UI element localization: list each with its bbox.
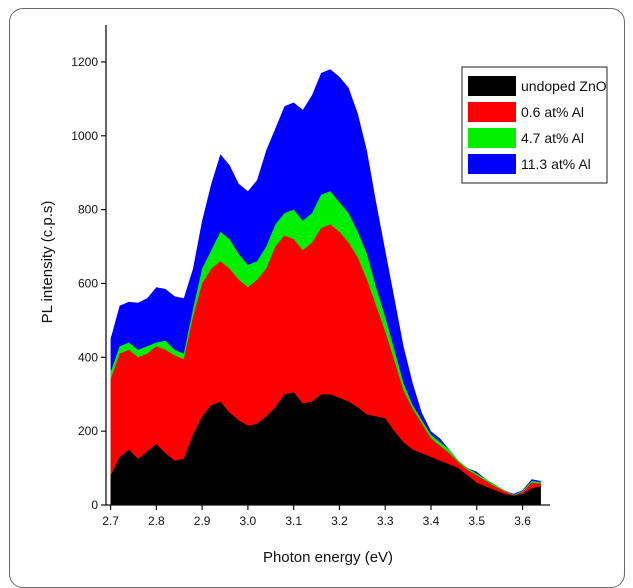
legend-swatch-2 bbox=[468, 128, 516, 148]
pl-chart: 2.7 2.8 2.9 3.0 3.1 3.2 3.3 3.4 3.5 3.6 0 200 400 600… bbox=[39, 25, 608, 566]
y-tick-label: 0 bbox=[91, 498, 98, 512]
x-tick-label: 3.6 bbox=[514, 514, 531, 528]
x-tick-label: 3.1 bbox=[285, 514, 302, 528]
x-tick-label: 2.9 bbox=[194, 514, 211, 528]
x-tick-label: 3.2 bbox=[331, 514, 348, 528]
axes-group bbox=[105, 25, 550, 506]
y-tick-label: 400 bbox=[78, 350, 98, 364]
x-tick-label: 2.7 bbox=[102, 514, 119, 528]
legend-swatch-0 bbox=[468, 76, 516, 96]
legend-label-0: undoped ZnO bbox=[521, 78, 607, 94]
legend-label-3: 11.3 at% Al bbox=[521, 156, 591, 172]
legend-label-2: 4.7 at% Al bbox=[521, 130, 584, 146]
legend-swatch-1 bbox=[468, 102, 516, 122]
legend-label-1: 0.6 at% Al bbox=[521, 104, 584, 120]
ticks-group: 2.7 2.8 2.9 3.0 3.1 3.2 3.3 3.4 3.5 3.6 0 200 400 600… bbox=[71, 55, 531, 528]
x-tick-label: 3.4 bbox=[423, 514, 440, 528]
legend-swatch-3 bbox=[468, 154, 516, 174]
legend: undoped ZnO 0.6 at% Al 4.7 at% Al 11.3 at% … bbox=[461, 66, 608, 184]
x-tick-label: 3.3 bbox=[377, 514, 394, 528]
y-axis-label: PL intensity (c.p.s) bbox=[39, 201, 56, 324]
x-tick-label: 3.0 bbox=[240, 514, 257, 528]
y-tick-label: 1200 bbox=[71, 55, 98, 69]
y-tick-label: 800 bbox=[78, 203, 98, 217]
y-tick-label: 1000 bbox=[71, 129, 98, 143]
x-tick-label: 3.5 bbox=[468, 514, 485, 528]
x-tick-label: 2.8 bbox=[148, 514, 165, 528]
area-series-3 bbox=[110, 392, 541, 505]
x-axis-label: Photon energy (eV) bbox=[263, 549, 393, 566]
area-series-group bbox=[110, 69, 541, 506]
y-tick-label: 200 bbox=[78, 424, 98, 438]
y-tick-label: 600 bbox=[78, 276, 98, 290]
